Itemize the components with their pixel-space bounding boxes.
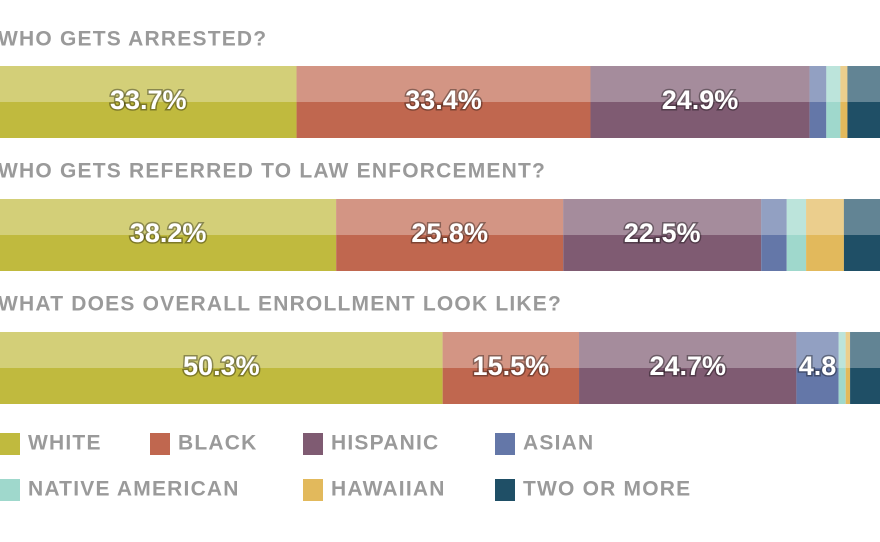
bar-highlight <box>847 66 880 102</box>
value-label: 15.5% <box>473 351 550 381</box>
bar-segment <box>826 66 841 138</box>
bar-highlight <box>590 66 810 102</box>
value-label: 38.2% <box>130 218 207 248</box>
bar-highlight <box>0 66 297 102</box>
legend-swatch <box>303 433 323 455</box>
bar-highlight <box>0 199 337 235</box>
bar-highlight <box>0 332 443 368</box>
value-label: 4.8 <box>799 351 837 381</box>
legend-swatch <box>0 479 20 501</box>
value-label: 50.3% <box>183 351 260 381</box>
row-title: WHAT DOES OVERALL ENROLLMENT LOOK LIKE? <box>0 293 562 316</box>
bar-highlight <box>843 199 880 235</box>
bar-segment <box>850 332 880 404</box>
legend-label: NATIVE AMERICAN <box>28 478 240 501</box>
value-label: 24.9% <box>662 85 739 115</box>
bar-highlight <box>840 66 848 102</box>
bar-segment <box>806 199 844 271</box>
value-label: 33.7% <box>110 85 187 115</box>
bar-segment <box>847 66 880 138</box>
value-label: 33.4% <box>405 85 482 115</box>
bar-highlight <box>826 66 841 102</box>
bar-segment <box>0 332 443 404</box>
bar-highlight <box>809 66 827 102</box>
bar-highlight <box>563 199 762 235</box>
bar-highlight <box>838 332 846 368</box>
legend-label: WHITE <box>28 432 102 455</box>
value-label: 22.5% <box>624 218 701 248</box>
bar-segment <box>296 66 591 138</box>
legend-swatch <box>303 479 323 501</box>
row-title: WHO GETS REFERRED TO LAW ENFORCEMENT? <box>0 160 546 183</box>
legend-swatch <box>495 433 515 455</box>
legend-label: TWO OR MORE <box>523 478 691 501</box>
bar-highlight <box>442 332 580 368</box>
bar-segment <box>845 332 851 404</box>
bar-highlight <box>845 332 851 368</box>
bar-segment <box>442 332 580 404</box>
bar-highlight <box>296 66 591 102</box>
bar-segment <box>786 199 807 271</box>
bar-highlight <box>761 199 787 235</box>
bar-highlight <box>806 199 844 235</box>
bar-segment <box>563 199 762 271</box>
bar-highlight <box>796 332 839 368</box>
bar-highlight <box>336 199 564 235</box>
bar-segment <box>843 199 880 271</box>
legend-swatch <box>495 479 515 501</box>
bar-highlight <box>850 332 880 368</box>
bar-segment <box>809 66 827 138</box>
legend-swatch <box>150 433 170 455</box>
value-label: 24.7% <box>649 351 726 381</box>
value-label: 25.8% <box>411 218 488 248</box>
bar-segment <box>796 332 839 404</box>
bar-segment <box>336 199 564 271</box>
legend-label: BLACK <box>178 432 258 455</box>
bar-segment <box>761 199 787 271</box>
row-title: WHO GETS ARRESTED? <box>0 28 267 51</box>
bar-segment <box>579 332 797 404</box>
bar-segment <box>840 66 848 138</box>
legend-label: HAWAIIAN <box>331 478 446 501</box>
bar-segment <box>838 332 846 404</box>
bar-highlight <box>579 332 797 368</box>
bar-segment <box>0 66 297 138</box>
bar-highlight <box>786 199 807 235</box>
legend-label: ASIAN <box>523 432 594 455</box>
legend-label: HISPANIC <box>331 432 439 455</box>
bar-segment <box>590 66 810 138</box>
legend-swatch <box>0 433 20 455</box>
bar-segment <box>0 199 337 271</box>
